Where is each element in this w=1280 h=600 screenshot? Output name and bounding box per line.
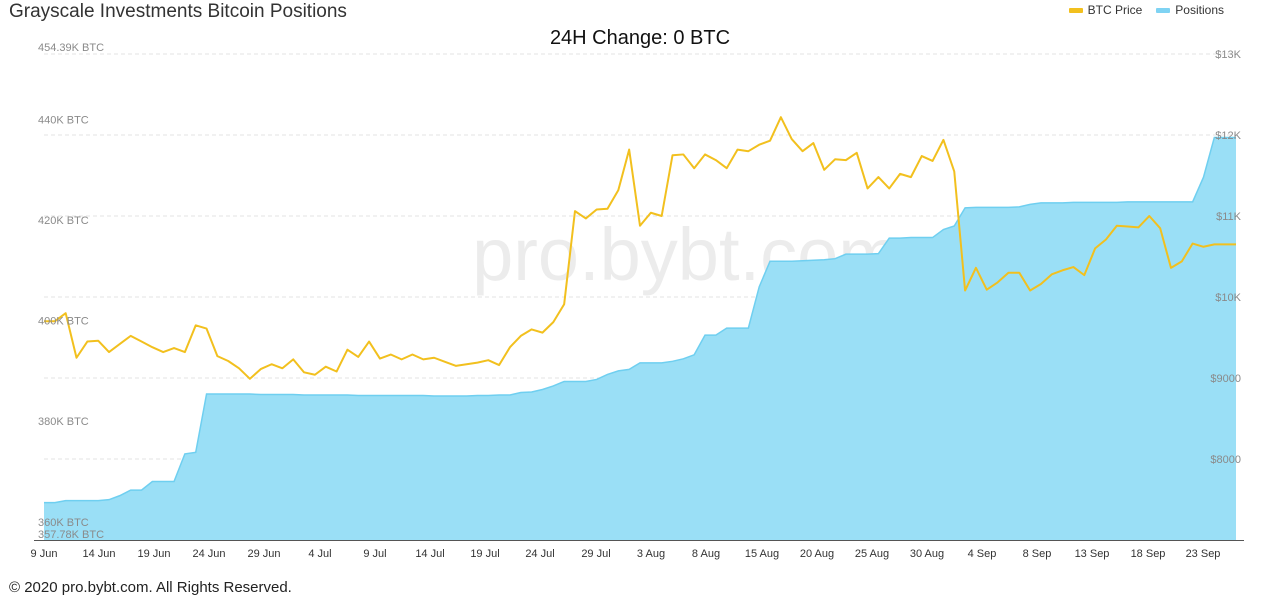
- price-line: [44, 116, 1236, 380]
- x-tick-label: 14 Jun: [82, 548, 115, 560]
- chart-title: Grayscale Investments Bitcoin Positions: [9, 1, 347, 22]
- y-right-tick-label: $9000: [1210, 373, 1241, 385]
- copyright-footer: © 2020 pro.bybt.com. All Rights Reserved…: [9, 579, 292, 596]
- y-left-tick-label: 380K BTC: [38, 416, 89, 428]
- x-tick-label: 13 Sep: [1075, 548, 1110, 560]
- y-left-tick-label: 420K BTC: [38, 215, 89, 227]
- y-left-tick-label: 400K BTC: [38, 316, 89, 328]
- legend-item-positions[interactable]: Positions: [1156, 3, 1224, 17]
- x-tick-label: 9 Jul: [363, 548, 386, 560]
- positions-line: [44, 136, 1236, 504]
- x-tick-label: 9 Jun: [31, 548, 58, 560]
- y-left-tick-label: 360K BTC: [38, 517, 89, 529]
- positions-layer: [44, 136, 1236, 540]
- price-layer: [44, 116, 1236, 380]
- x-tick-label: 3 Aug: [637, 548, 665, 560]
- x-tick-label: 19 Jul: [470, 548, 499, 560]
- x-tick-label: 18 Sep: [1131, 548, 1166, 560]
- legend-swatch-price: [1068, 7, 1083, 13]
- legend-item-price[interactable]: BTC Price: [1068, 3, 1143, 17]
- x-tick-label: 23 Sep: [1186, 548, 1221, 560]
- x-tick-label: 14 Jul: [415, 548, 444, 560]
- x-tick-label: 24 Jun: [192, 548, 225, 560]
- y-left-tick-label: 357.78K BTC: [38, 529, 104, 541]
- chart-legend: BTC Price Positions: [1068, 3, 1224, 17]
- y-right-tick-label: $11K: [1216, 211, 1242, 223]
- legend-label-price: BTC Price: [1087, 3, 1143, 17]
- x-tick-label: 4 Jul: [308, 548, 331, 560]
- legend-label-positions: Positions: [1175, 3, 1224, 17]
- x-tick-label: 19 Jun: [137, 548, 170, 560]
- x-tick-label: 8 Aug: [692, 548, 720, 560]
- x-tick-label: 24 Jul: [525, 548, 554, 560]
- chart-subtitle: 24H Change: 0 BTC: [549, 27, 731, 49]
- x-tick-label: 29 Jul: [581, 548, 610, 560]
- x-tick-label: 29 Jun: [247, 548, 280, 560]
- y-left-tick-label: 454.39K BTC: [38, 42, 104, 54]
- positions-area: [44, 137, 1236, 540]
- x-tick-label: 15 Aug: [745, 548, 779, 560]
- x-tick-label: 25 Aug: [855, 548, 889, 560]
- y-right-tick-label: $8000: [1210, 454, 1241, 466]
- x-tick-label: 4 Sep: [968, 548, 997, 560]
- x-tick-label: 20 Aug: [800, 548, 834, 560]
- x-tick-label: 30 Aug: [910, 548, 944, 560]
- y-right-tick-label: $12K: [1215, 130, 1241, 142]
- y-left-tick-label: 440K BTC: [38, 114, 89, 126]
- y-right-tick-label: $10K: [1215, 292, 1241, 304]
- y-right-tick-label: $13K: [1215, 49, 1241, 61]
- x-tick-label: 8 Sep: [1023, 548, 1052, 560]
- legend-swatch-positions: [1156, 7, 1171, 13]
